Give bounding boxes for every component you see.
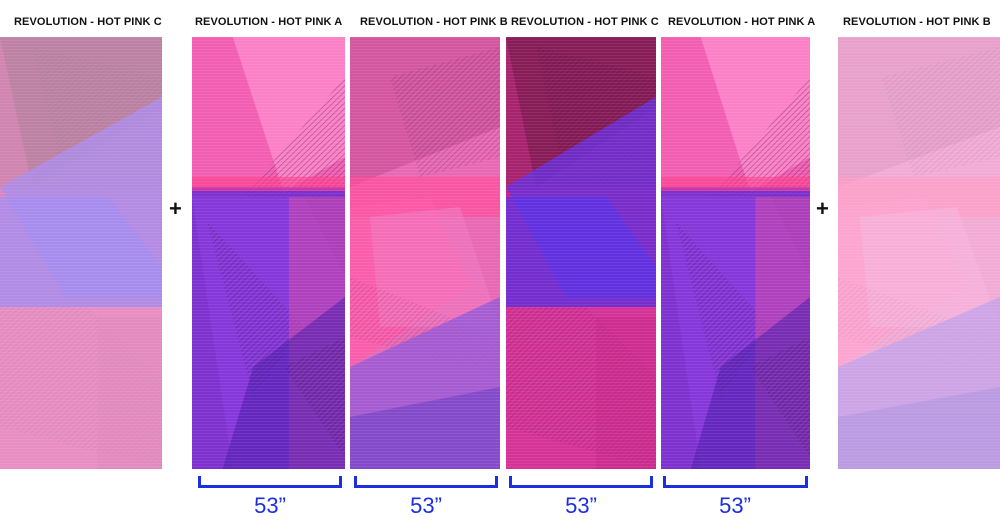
panel-label-5: REVOLUTION - HOT PINK A xyxy=(668,16,816,28)
panel-label-3: REVOLUTION - HOT PINK B xyxy=(360,16,508,28)
width-bracket-4 xyxy=(663,476,808,488)
panel-artwork xyxy=(350,37,500,469)
width-label-4: 53” xyxy=(719,493,751,518)
wallpaper-panel-3 xyxy=(350,37,500,469)
panel-label-1: REVOLUTION - HOT PINK C xyxy=(14,16,162,28)
wallpaper-panel-1 xyxy=(0,37,162,469)
plus-icon-left: + xyxy=(169,196,182,221)
wallpaper-panel-6 xyxy=(838,37,1000,469)
width-label-1: 53” xyxy=(254,493,286,518)
plus-icon-right: + xyxy=(816,196,829,221)
panel-artwork xyxy=(0,37,162,469)
wallpaper-panel-4 xyxy=(506,37,656,469)
wallpaper-panel-2 xyxy=(192,37,345,469)
width-bracket-1 xyxy=(198,476,342,488)
width-label-3: 53” xyxy=(565,493,597,518)
wallpaper-panel-5 xyxy=(661,37,810,469)
panel-artwork xyxy=(506,37,656,469)
width-label-2: 53” xyxy=(410,493,442,518)
panel-artwork xyxy=(838,37,1000,469)
panel-label-2: REVOLUTION - HOT PINK A xyxy=(195,16,343,28)
panel-label-4: REVOLUTION - HOT PINK C xyxy=(511,16,659,28)
panel-label-6: REVOLUTION - HOT PINK B xyxy=(843,16,991,28)
width-bracket-2 xyxy=(354,476,498,488)
panel-artwork xyxy=(192,37,345,469)
panel-artwork xyxy=(661,37,810,469)
width-bracket-3 xyxy=(509,476,653,488)
